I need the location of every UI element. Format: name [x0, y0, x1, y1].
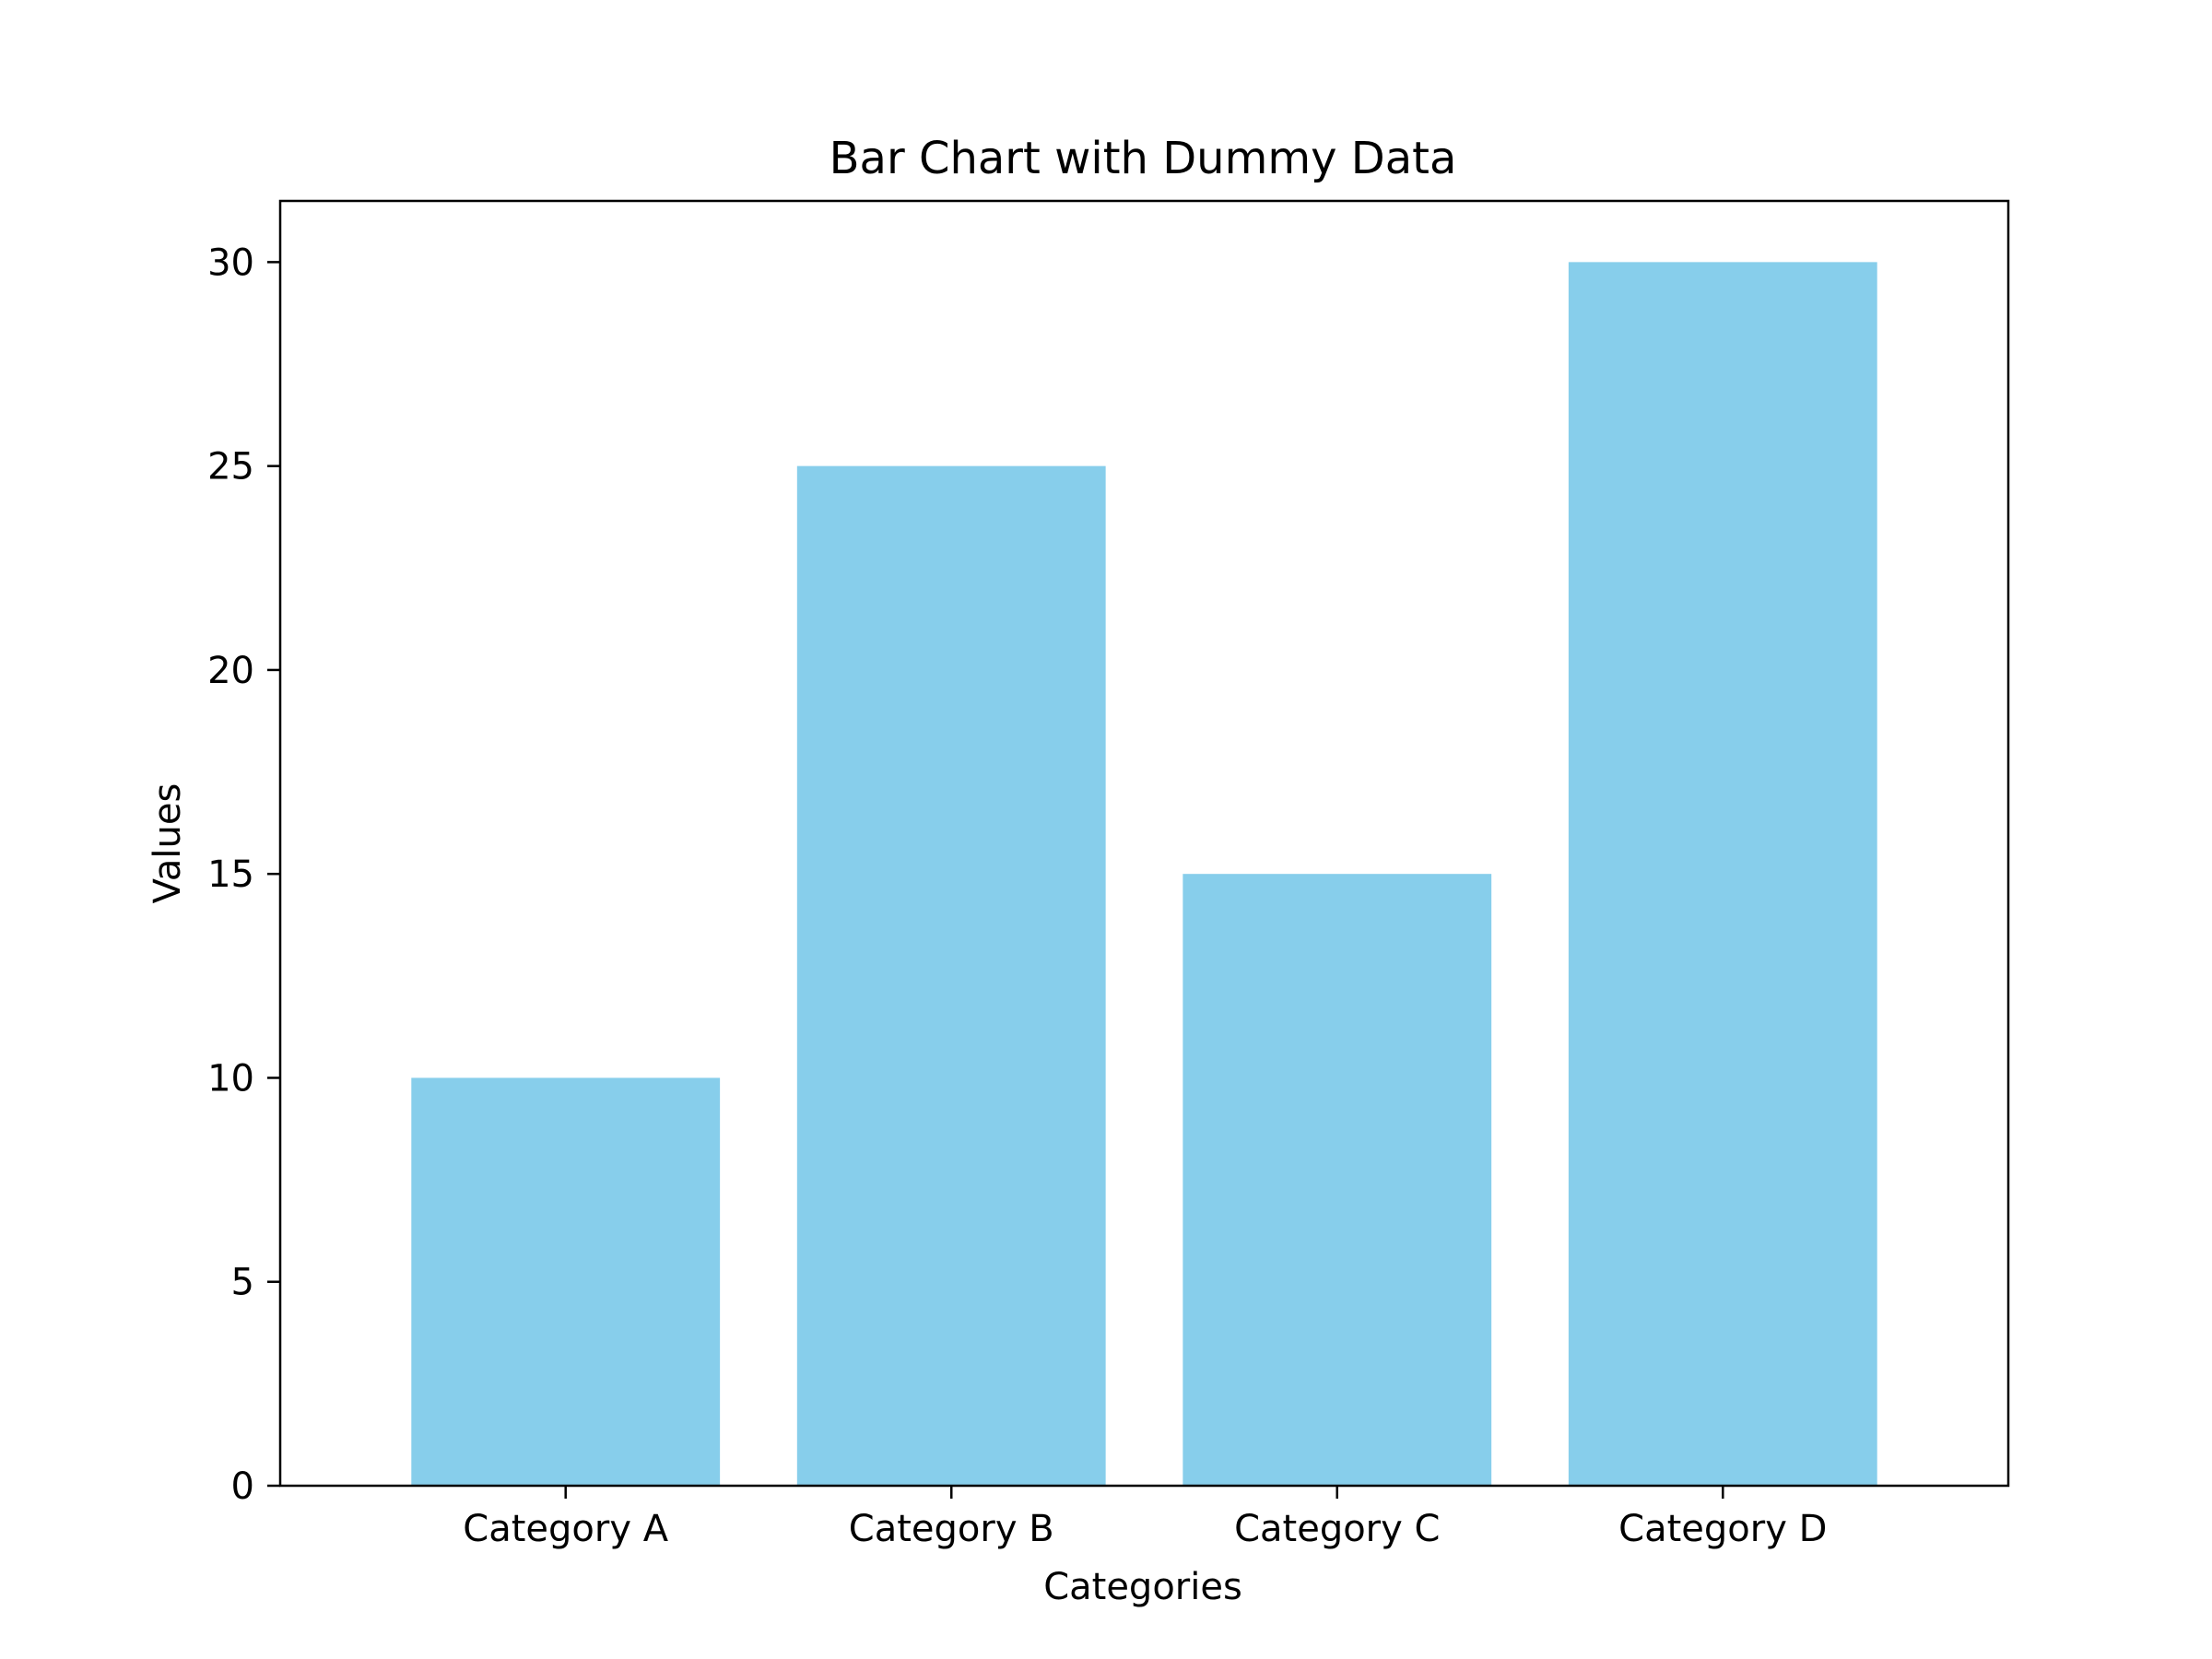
y-tick-label: 20: [207, 650, 254, 692]
plot-area-frame: [278, 199, 2010, 1488]
chart-title: Bar Chart with Dummy Data: [830, 133, 1457, 184]
x-axis-ticks: Category A Category B Category C Category D: [463, 1486, 1827, 1550]
y-tick-label: 15: [207, 853, 254, 896]
bar-category-a: [411, 1077, 721, 1486]
bar-category-c: [1182, 874, 1492, 1486]
y-tick-label: 0: [231, 1465, 254, 1508]
bar-category-d: [1568, 262, 1877, 1486]
y-tick-label: 30: [207, 241, 254, 284]
bar-category-b: [796, 465, 1106, 1487]
x-axis-label: Categories: [1043, 1566, 1242, 1608]
y-tick-label: 25: [207, 446, 254, 488]
y-axis-label: Values: [147, 783, 189, 904]
x-tick-label: Category A: [463, 1508, 668, 1550]
y-tick-label: 10: [207, 1057, 254, 1100]
x-tick-label: Category C: [1234, 1508, 1440, 1550]
y-axis-ticks: 0 5 10 15 20 25 30: [207, 241, 280, 1508]
y-tick-label: 5: [231, 1262, 254, 1304]
x-tick-label: Category D: [1618, 1508, 1827, 1550]
x-tick-label: Category B: [849, 1508, 1054, 1550]
bars-group: [411, 262, 1877, 1487]
